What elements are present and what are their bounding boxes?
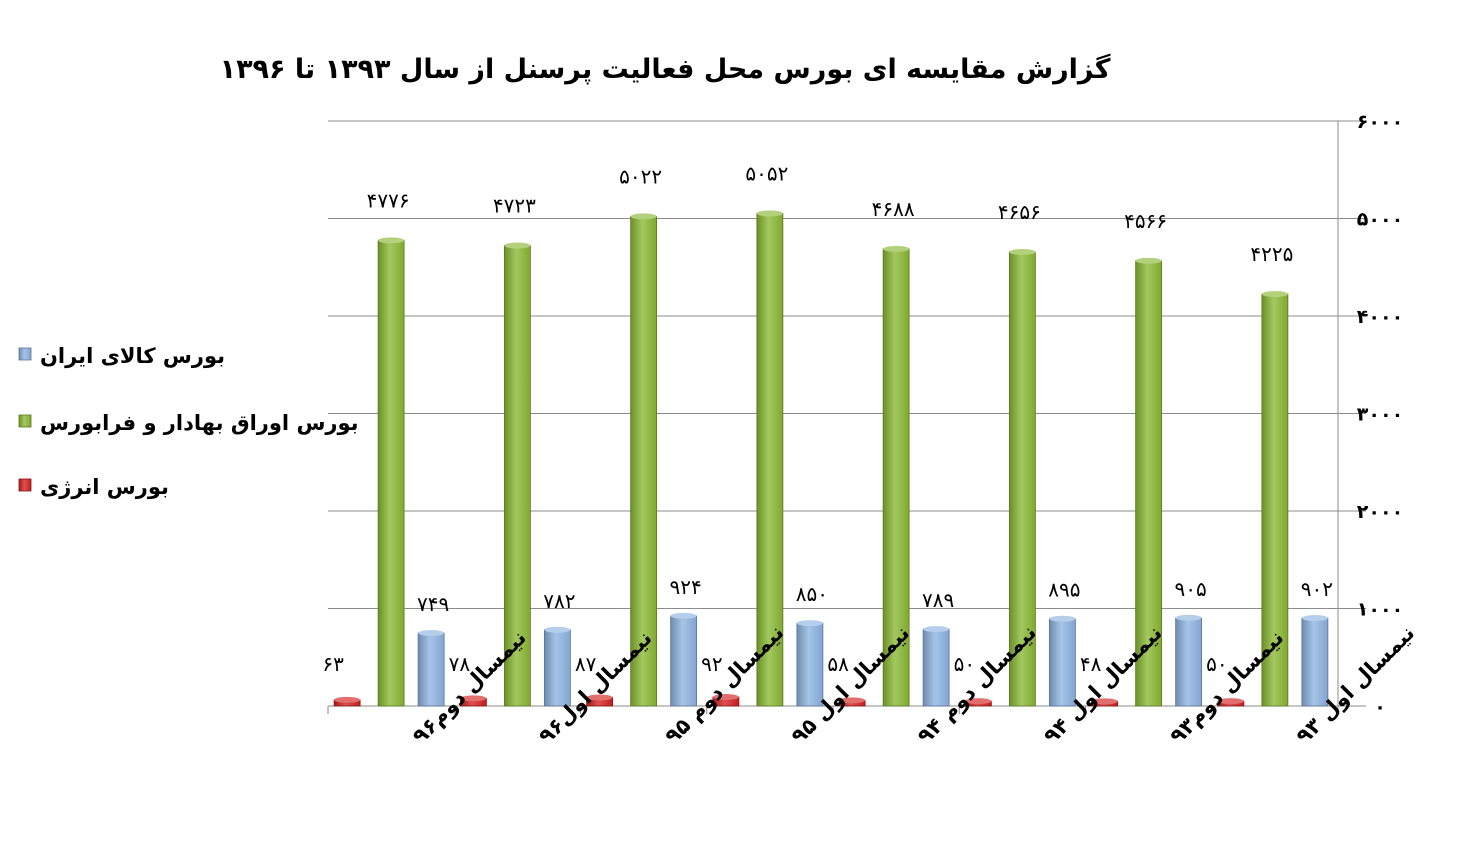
legend-label: بورس انرژی — [40, 475, 169, 499]
data-label: ۵۰۵۲ — [745, 161, 788, 185]
bar-cap — [630, 213, 657, 220]
data-label: ۴۷۷۶ — [367, 188, 410, 212]
bar — [922, 628, 950, 707]
data-label: ۶۳ — [322, 652, 344, 676]
y-tick-label: ۲۰۰۰ — [1357, 501, 1403, 523]
y-tick-label: ۴۰۰۰ — [1357, 306, 1403, 328]
bar-cap — [839, 697, 866, 704]
bar-cap — [1301, 615, 1328, 622]
data-label: ۹۰۲ — [1301, 577, 1333, 601]
legend-swatch — [18, 347, 32, 361]
y-tick-label: ۰ — [1374, 696, 1386, 718]
bar-cap — [1217, 698, 1244, 705]
bar-cap — [378, 237, 405, 244]
bar — [1008, 251, 1036, 707]
y-tick-label: ۵۰۰۰ — [1357, 209, 1403, 231]
legend-swatch — [18, 414, 32, 428]
bar — [503, 245, 531, 707]
bar — [796, 622, 824, 707]
bar — [882, 248, 910, 707]
data-label: ۵۸ — [827, 652, 849, 676]
bar-cap — [796, 620, 823, 627]
y-tick-label: ۳۰۰۰ — [1357, 404, 1403, 426]
y-axis: ۰ ۱۰۰۰ ۲۰۰۰ ۳۰۰۰ ۴۰۰۰ ۵۰۰۰ ۶۰۰۰ — [1357, 111, 1403, 718]
bar-cap — [1049, 615, 1076, 622]
bar — [1048, 618, 1076, 707]
bar-cap — [1009, 249, 1036, 256]
data-label: ۵۰ — [1206, 652, 1227, 676]
y-tick-label: ۶۰۰۰ — [1357, 111, 1403, 133]
bar-cap — [712, 694, 739, 701]
bar-cap — [965, 698, 992, 705]
bar — [1301, 617, 1329, 707]
data-label: ۸۹۵ — [1048, 578, 1080, 602]
grid — [327, 120, 1366, 714]
y-tick-label: ۱۰۰۰ — [1357, 599, 1403, 621]
data-label: ۷۸۲ — [543, 589, 575, 613]
legend: بورس کالای ایران بورس اوراق بهادار و فراب… — [18, 344, 359, 499]
data-label: ۸۵۰ — [796, 582, 828, 606]
data-labels: ۵۰ ۴۸ ۵۰ ۵۸ ۹۲ ۸۷ ۷۸ ۶۳ ۴۲۲۵ ۴۵۶۶ ۴۶۵۶ ۴۶۸۸ ۵۰۵۲ ۵۰۲۲… — [322, 161, 1333, 676]
data-label: ۵۰۲۲ — [619, 164, 662, 188]
bar — [377, 239, 405, 707]
bar-cap — [544, 626, 571, 633]
bar-cap — [670, 612, 697, 619]
data-label: ۴۶۸۸ — [872, 197, 915, 221]
bar — [756, 213, 784, 707]
bar-cap — [1261, 291, 1288, 298]
bar-cap — [586, 694, 613, 701]
legend-label: بورس کالای ایران — [40, 344, 225, 368]
bar — [1175, 617, 1203, 707]
bar-cap — [1091, 698, 1118, 705]
bar-cap — [756, 210, 783, 217]
data-label: ۹۲۴ — [670, 575, 702, 599]
bar — [417, 632, 445, 707]
legend-swatch — [18, 478, 32, 492]
legend-label: بورس اوراق بهادار و فرابورس — [40, 411, 359, 435]
data-label: ۷۸۹ — [922, 588, 954, 612]
data-label: ۵۰ — [954, 652, 975, 676]
data-label: ۸۷ — [575, 652, 597, 676]
bar-cap — [460, 695, 487, 702]
bar-cap — [418, 629, 445, 636]
data-label: ۴۵۶۶ — [1124, 209, 1167, 233]
bar-cap — [504, 242, 531, 249]
bar-cap — [883, 245, 910, 252]
chart-title: گزارش مقایسه ای بورس محل فعالیت پرسنل از… — [220, 53, 1111, 85]
data-label: ۴۶۵۶ — [998, 200, 1041, 224]
bar-cap — [1135, 257, 1162, 264]
bar — [543, 629, 571, 707]
bars — [333, 210, 1329, 707]
data-label: ۴۸ — [1080, 652, 1102, 676]
bar — [630, 215, 658, 707]
data-label: ۹۰۵ — [1175, 577, 1207, 601]
data-label: ۷۸ — [449, 652, 471, 676]
data-label: ۴۲۲۵ — [1250, 242, 1293, 266]
data-label: ۹۲ — [701, 652, 722, 676]
bar — [670, 615, 698, 707]
bar-cap — [1175, 614, 1202, 621]
data-label: ۷۴۹ — [417, 592, 449, 616]
data-label: ۴۷۲۳ — [493, 194, 536, 218]
bar — [1135, 260, 1163, 707]
bar-cap — [923, 626, 950, 633]
bar-cap — [334, 696, 361, 703]
